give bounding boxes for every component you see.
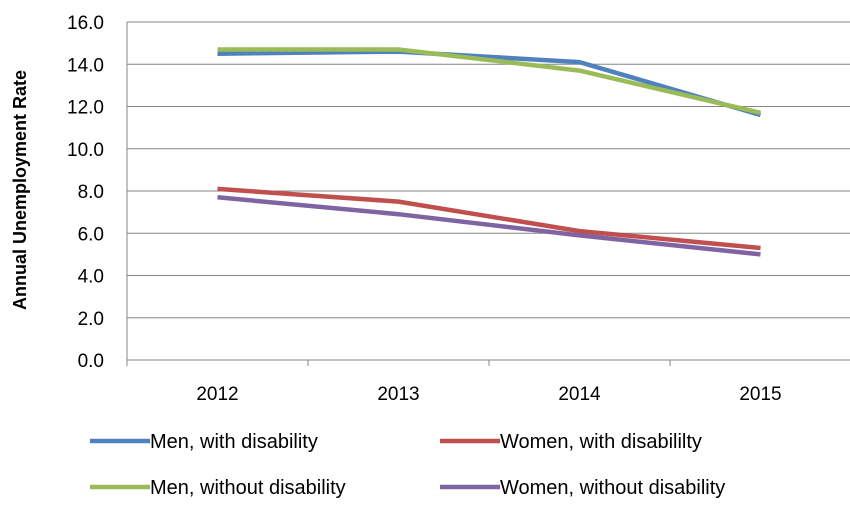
x-tick-label: 2014 <box>558 384 601 405</box>
y-tick-label: 16.0 <box>67 13 104 34</box>
legend-label: Men, with disability <box>150 431 318 453</box>
x-tick-label: 2012 <box>196 384 238 405</box>
x-axis-tick-labels: 2012 2013 2014 2015 <box>196 384 781 405</box>
gridlines <box>126 21 850 366</box>
y-tick-label: 8.0 <box>78 182 104 203</box>
legend-item: Men, with disability <box>90 431 318 453</box>
series-line-2 <box>217 186 761 251</box>
series-line-1 <box>217 49 762 118</box>
x-tick-label: 2015 <box>739 384 781 405</box>
legend-label: Women, with disabililty <box>500 431 702 453</box>
y-tick-label: 10.0 <box>67 140 104 161</box>
legend-label: Men, without disability <box>150 477 346 499</box>
y-tick-label: 12.0 <box>67 98 104 119</box>
legend-item: Women, without disability <box>440 477 725 499</box>
legend-item: Women, with disabililty <box>440 431 702 453</box>
x-tick-label: 2013 <box>377 384 419 405</box>
legend: Men, with disability Women, with disabili… <box>90 431 725 499</box>
y-tick-label: 14.0 <box>67 55 104 76</box>
y-tick-label: 0.0 <box>78 351 104 372</box>
series-lines <box>217 47 762 257</box>
y-axis-tick-labels: 0.0 2.0 4.0 6.0 8.0 10.0 12.0 14.0 16.0 <box>67 13 104 372</box>
y-tick-label: 4.0 <box>78 267 104 288</box>
series-line-4 <box>217 195 761 257</box>
legend-label: Women, without disability <box>500 477 725 499</box>
y-axis-title: Annual Unemployment Rate <box>10 70 30 310</box>
legend-item: Men, without disability <box>90 477 346 499</box>
series-line-3 <box>217 47 762 115</box>
y-tick-label: 6.0 <box>78 224 104 245</box>
y-tick-label: 2.0 <box>78 309 104 330</box>
